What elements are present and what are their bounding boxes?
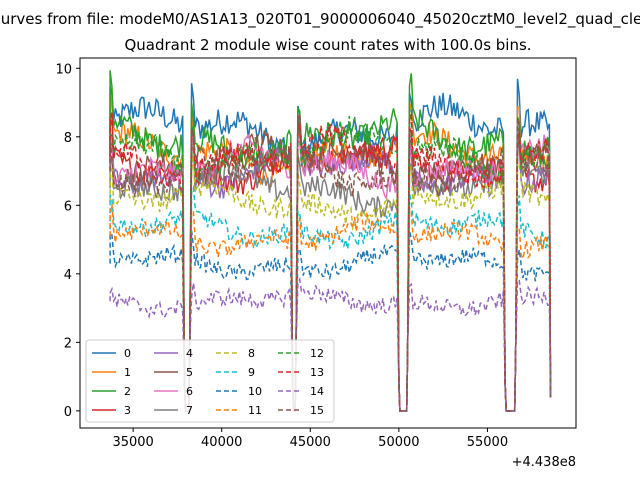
x-tick-label: 45000 xyxy=(290,435,331,450)
series-layer xyxy=(109,70,552,412)
legend-entry-label: 1 xyxy=(124,366,131,379)
series-line-6 xyxy=(109,121,552,412)
series-line-13 xyxy=(109,111,552,412)
legend-entry-label: 12 xyxy=(310,347,324,360)
legend-entry-label: 10 xyxy=(248,385,262,398)
legend-entry-label: 3 xyxy=(124,404,131,417)
legend-box xyxy=(85,339,335,423)
figure-suptitle: Light curves from file: modeM0/AS1A13_02… xyxy=(0,10,640,29)
legend-entry-label: 9 xyxy=(248,366,255,379)
y-tick-label: 6 xyxy=(64,199,72,214)
series-line-14 xyxy=(109,276,552,412)
x-axis-offset-label: +4.438e8 xyxy=(512,455,576,470)
y-axis: 0 2 4 6 8 10 xyxy=(55,62,80,420)
x-tick-label: 50000 xyxy=(378,435,419,450)
series-line-10 xyxy=(109,230,552,412)
y-tick-label: 10 xyxy=(55,62,72,77)
legend-entry-label: 5 xyxy=(186,366,193,379)
legend-entry-label: 13 xyxy=(310,366,324,379)
x-axis: 35000 40000 45000 50000 55000 xyxy=(112,428,508,450)
legend-entry-label: 15 xyxy=(310,404,324,417)
y-tick-label: 8 xyxy=(64,131,72,146)
legend-entry-label: 2 xyxy=(124,385,131,398)
legend-entry-label: 0 xyxy=(124,347,131,360)
legend-entry-label: 4 xyxy=(186,347,193,360)
y-tick-label: 4 xyxy=(64,268,72,283)
legend-entry-label: 8 xyxy=(248,347,255,360)
legend-entry-label: 6 xyxy=(186,385,193,398)
series-line-9 xyxy=(109,184,552,412)
chart-title: Quadrant 2 module wise count rates with … xyxy=(124,36,531,54)
series-line-11 xyxy=(109,203,552,412)
legend-entry-label: 7 xyxy=(186,404,193,417)
series-line-12 xyxy=(109,109,552,412)
y-tick-label: 0 xyxy=(64,405,72,420)
x-tick-label: 35000 xyxy=(112,435,153,450)
series-line-8 xyxy=(109,153,552,412)
series-line-15 xyxy=(109,114,552,412)
x-tick-label: 55000 xyxy=(467,435,508,450)
plot-frame xyxy=(79,57,577,429)
legend-entry-label: 11 xyxy=(248,404,262,417)
y-tick-label: 2 xyxy=(64,336,72,351)
legend-entry-label: 14 xyxy=(310,385,324,398)
series-line-1 xyxy=(109,93,552,412)
x-tick-label: 40000 xyxy=(201,435,242,450)
